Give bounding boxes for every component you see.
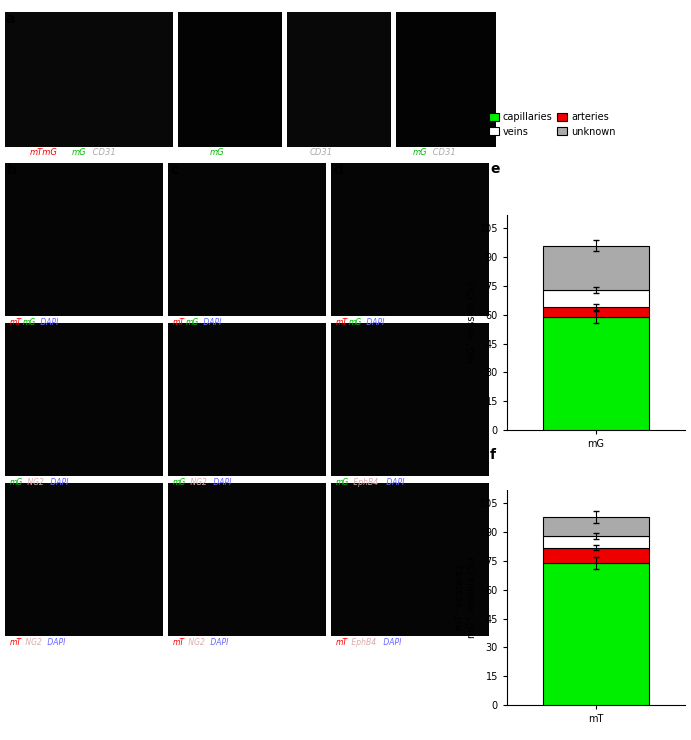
Text: mG: mG (413, 148, 428, 157)
Text: NG2: NG2 (186, 638, 205, 647)
Text: DAPI: DAPI (364, 318, 384, 327)
Bar (542, 517, 650, 536)
Text: mT: mT (10, 638, 22, 647)
Bar (542, 536, 650, 548)
Text: mG: mG (186, 318, 199, 327)
Text: e: e (490, 162, 500, 176)
Text: DAPI: DAPI (201, 318, 221, 327)
Text: a: a (5, 12, 15, 26)
Text: CD31: CD31 (430, 148, 456, 157)
Text: mG: mG (210, 148, 225, 157)
Bar (542, 246, 650, 290)
Text: mT: mT (336, 638, 348, 647)
Text: CD31: CD31 (90, 148, 116, 157)
Text: DAPI: DAPI (381, 638, 401, 647)
Text: mT: mT (173, 318, 185, 327)
Text: mG: mG (23, 318, 36, 327)
Bar (542, 290, 650, 307)
Text: EphB4: EphB4 (349, 638, 376, 647)
Text: DAPI: DAPI (208, 638, 228, 647)
Text: mT: mT (10, 318, 22, 327)
Text: d: d (333, 163, 343, 177)
Text: mG: mG (72, 148, 86, 157)
Text: b: b (7, 163, 17, 177)
Bar (542, 548, 650, 563)
Text: CD31: CD31 (310, 148, 333, 157)
Text: mT: mT (173, 638, 185, 647)
Bar (542, 307, 650, 317)
Text: DAPI: DAPI (384, 478, 404, 487)
Text: NG2: NG2 (188, 478, 207, 487)
Bar (542, 317, 650, 430)
Text: mG: mG (336, 478, 349, 487)
Text: mG: mG (173, 478, 187, 487)
Text: mTmG: mTmG (30, 148, 58, 157)
Text: mG: mG (10, 478, 23, 487)
Text: NG2: NG2 (23, 638, 42, 647)
Text: NG2: NG2 (25, 478, 44, 487)
Text: DAPI: DAPI (211, 478, 231, 487)
Text: mT: mT (336, 318, 348, 327)
Legend: capillaries, veins, arteries, unknown: capillaries, veins, arteries, unknown (485, 108, 619, 141)
Text: DAPI: DAPI (38, 318, 58, 327)
Text: DAPI: DAPI (48, 478, 68, 487)
Text: c: c (170, 163, 178, 177)
Bar (542, 563, 650, 705)
Text: EphB4: EphB4 (351, 478, 378, 487)
Text: DAPI: DAPI (45, 638, 66, 647)
Text: f: f (490, 448, 496, 462)
Y-axis label: mG⁺ vessels (%): mG⁺ vessels (%) (466, 282, 477, 363)
Text: mG: mG (349, 318, 362, 327)
Y-axis label: mT⁺ vessels /
mG⁺ vessels (%): mT⁺ vessels / mG⁺ vessels (%) (455, 557, 477, 638)
